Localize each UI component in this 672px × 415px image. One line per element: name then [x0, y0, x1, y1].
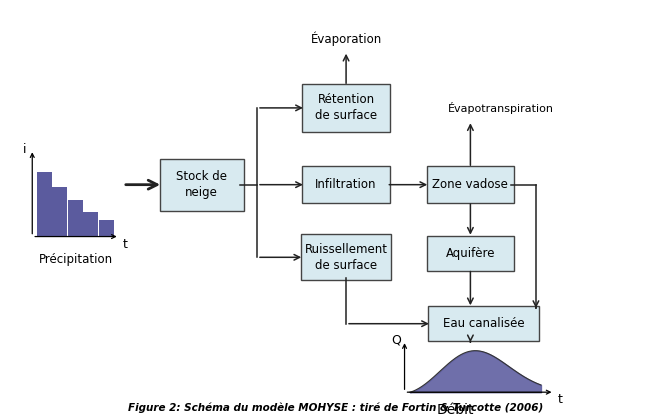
Text: Rétention
de surface: Rétention de surface: [315, 93, 377, 122]
Text: Débit: Débit: [437, 403, 474, 415]
Text: Aquifère: Aquifère: [446, 247, 495, 260]
Text: i: i: [22, 143, 26, 156]
Text: Évaporation: Évaporation: [310, 32, 382, 46]
Text: Évapotranspiration: Évapotranspiration: [448, 102, 554, 114]
Text: Q: Q: [392, 334, 401, 347]
FancyBboxPatch shape: [301, 234, 391, 280]
Bar: [83, 212, 98, 237]
Bar: [52, 187, 67, 237]
Text: t: t: [122, 238, 128, 251]
FancyBboxPatch shape: [302, 84, 390, 132]
FancyBboxPatch shape: [160, 159, 243, 210]
FancyBboxPatch shape: [427, 166, 514, 203]
FancyBboxPatch shape: [429, 306, 539, 341]
FancyBboxPatch shape: [427, 236, 514, 271]
FancyBboxPatch shape: [302, 166, 390, 203]
Bar: [37, 172, 52, 237]
Bar: [99, 220, 114, 237]
Text: Zone vadose: Zone vadose: [433, 178, 508, 191]
Text: Infiltration: Infiltration: [315, 178, 377, 191]
Text: Stock de
neige: Stock de neige: [176, 170, 227, 199]
Bar: [68, 200, 83, 237]
Text: t: t: [557, 393, 562, 406]
Text: Ruissellement
de surface: Ruissellement de surface: [304, 243, 388, 272]
Text: Figure 2: Schéma du modèle MOHYSE : tiré de Fortin & Turcotte (2006): Figure 2: Schéma du modèle MOHYSE : tiré…: [128, 403, 544, 413]
Text: Précipitation: Précipitation: [39, 253, 113, 266]
Text: Eau canalisée: Eau canalisée: [443, 317, 525, 330]
